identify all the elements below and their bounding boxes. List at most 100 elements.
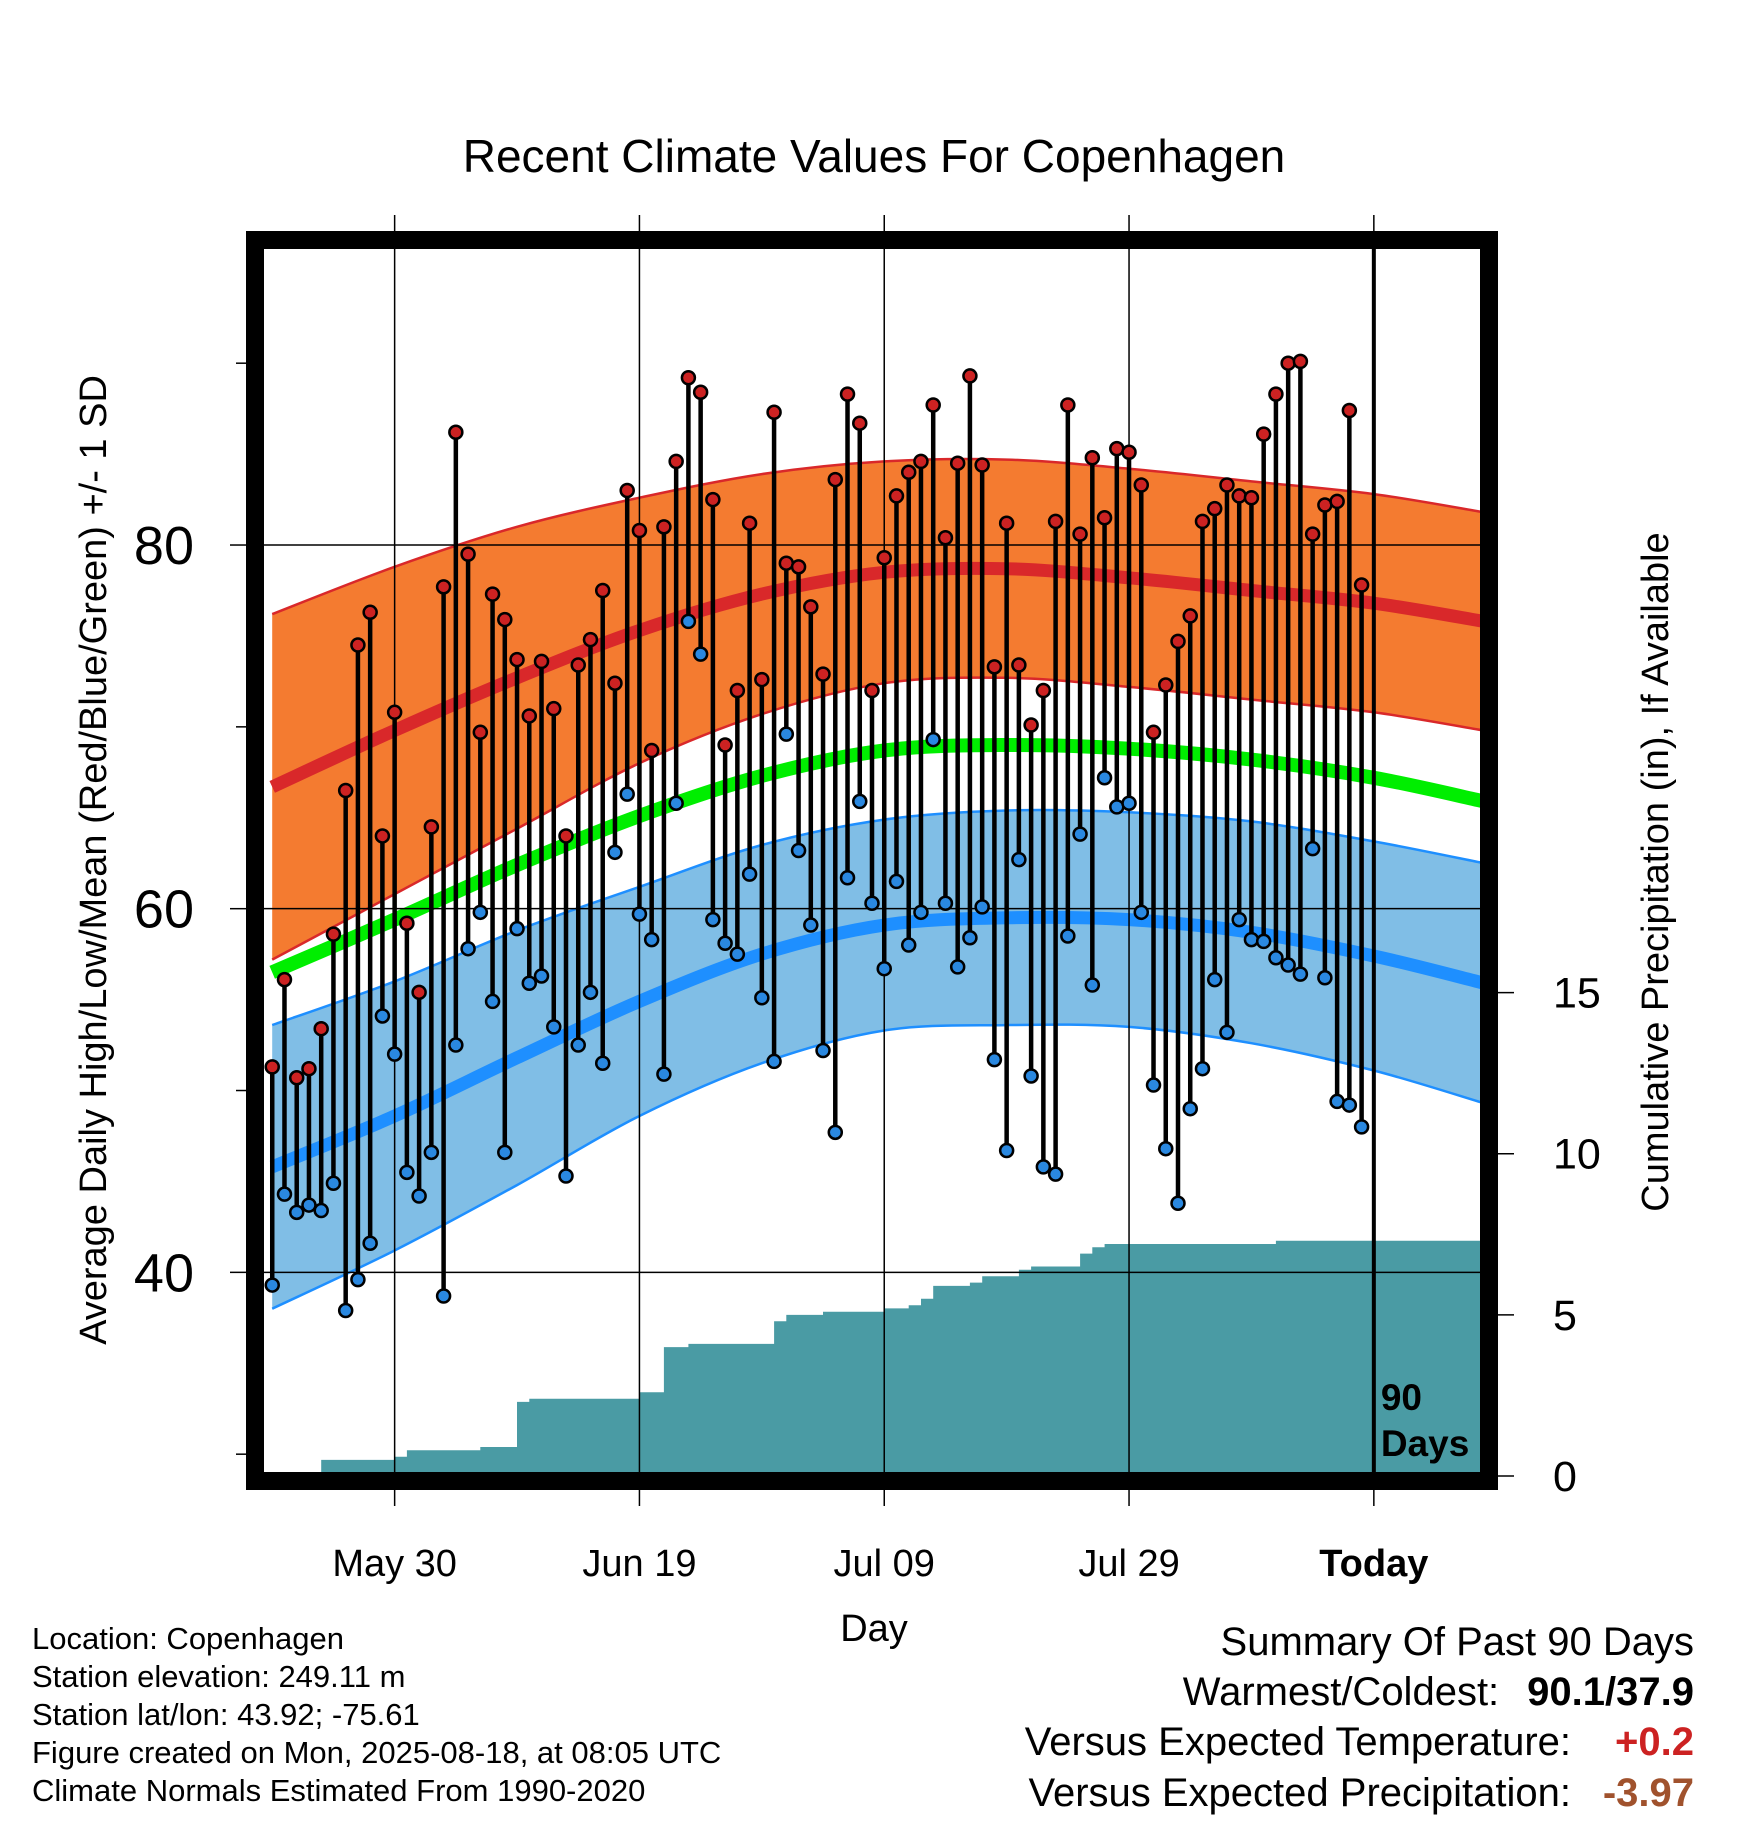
daily-high-point	[1072, 526, 1088, 542]
precip-area	[260, 1240, 1484, 1476]
daily-low-point	[350, 1271, 366, 1288]
daily-low-point	[1243, 931, 1260, 948]
daily-high-point	[1158, 677, 1174, 693]
daily-high-point	[1243, 489, 1260, 506]
warm-cold-label: Warmest/Coldest:	[1182, 1670, 1500, 1714]
daily-low-point	[729, 946, 746, 962]
plot-frame	[246, 231, 1498, 1490]
daily-high-point	[423, 819, 440, 835]
daily-low-point	[264, 1277, 280, 1293]
daily-low-point	[435, 1288, 452, 1304]
daily-high-point	[1280, 355, 1296, 371]
daily-low-point	[692, 646, 709, 662]
daily-low-point	[643, 931, 660, 948]
daily-high-point	[962, 368, 978, 384]
y-axis-label: Average Daily High/Low/Mean (Red/Blue/Gr…	[73, 375, 115, 1345]
x-tick-label: Today	[1319, 1543, 1428, 1585]
daily-high-point	[301, 1060, 317, 1077]
daily-low-point	[631, 906, 648, 922]
daily-low-point	[937, 895, 954, 911]
daily-high-point	[350, 637, 366, 653]
daily-high-point	[803, 599, 819, 615]
y-tick-label: 80	[134, 516, 194, 576]
daily-high-point	[374, 828, 391, 844]
daily-high-point	[276, 971, 293, 988]
daily-low-point	[1280, 957, 1296, 973]
daily-low-point	[484, 993, 501, 1010]
daily-low-point	[790, 842, 807, 859]
daily-low-point	[1317, 970, 1333, 986]
daily-low-point	[1341, 1097, 1358, 1113]
daily-low-point	[1035, 1159, 1052, 1175]
daily-high-point	[411, 984, 427, 1001]
daily-high-point	[1133, 477, 1150, 493]
station-info: Location: Copenhagen Station elevation: …	[32, 1620, 721, 1810]
daily-low-point	[974, 899, 990, 915]
daily-low-point	[1353, 1119, 1370, 1135]
daily-low-point	[1268, 950, 1284, 966]
daily-high-point	[680, 369, 697, 386]
daily-low-point	[288, 1204, 305, 1221]
daily-high-point	[986, 659, 1003, 675]
daily-high-point	[607, 675, 623, 691]
daily-low-point	[1133, 904, 1150, 921]
daily-high-point	[362, 604, 378, 621]
daily-low-point	[1292, 966, 1309, 982]
summary-warm-cold: Warmest/Coldest: 90.1/37.9	[1183, 1670, 1694, 1715]
daily-low-point	[448, 1037, 464, 1053]
daily-high-point	[497, 611, 513, 628]
daily-high-point	[766, 404, 782, 421]
daily-low-point	[1304, 840, 1321, 857]
daily-low-point	[607, 844, 623, 861]
daily-high-point	[1096, 509, 1113, 526]
daily-low-point	[337, 1302, 354, 1319]
daily-high-point	[594, 582, 611, 599]
daily-high-point	[619, 482, 635, 499]
daily-low-point	[1206, 971, 1223, 988]
daily-high-point	[692, 384, 709, 401]
daily-high-point	[949, 455, 966, 471]
elevation-text: Station elevation: 249.11 m	[32, 1659, 406, 1694]
daily-high-point	[741, 515, 758, 531]
daily-high-point	[1206, 500, 1223, 517]
daily-high-point	[1182, 608, 1198, 624]
created-text: Figure created on Mon, 2025-08-18, at 08…	[32, 1735, 722, 1770]
daily-low-point	[362, 1235, 378, 1252]
daily-low-point	[668, 795, 684, 811]
daily-high-point	[386, 704, 403, 721]
y2-tick-label: 10	[1553, 1131, 1601, 1179]
daily-high-point	[852, 415, 868, 431]
temp-anomaly-value: +0.2	[1615, 1720, 1694, 1764]
daily-high-point	[1047, 513, 1064, 530]
daily-high-point	[533, 653, 550, 670]
daily-high-point	[900, 464, 917, 481]
daily-low-point	[705, 911, 721, 928]
daily-high-point	[729, 682, 746, 699]
daily-low-point	[717, 935, 733, 951]
daily-low-point	[962, 930, 978, 946]
daily-high-point	[337, 782, 354, 799]
daily-high-point	[435, 579, 452, 595]
daily-high-point	[937, 529, 954, 546]
daily-low-point	[276, 1186, 293, 1202]
daily-high-point	[998, 515, 1015, 531]
daily-high-point	[288, 1070, 305, 1086]
daily-high-point	[325, 926, 342, 942]
daily-high-point	[1060, 397, 1076, 413]
daily-high-point	[1341, 402, 1358, 419]
daily-high-point	[264, 1059, 280, 1075]
precip-anomaly-label: Versus Expected Precipitation:	[1028, 1771, 1571, 1815]
daily-low-point	[509, 920, 525, 937]
daily-high-point	[913, 453, 929, 470]
daily-high-point	[399, 915, 415, 931]
daily-high-point	[1255, 426, 1272, 442]
daily-low-point	[374, 1008, 391, 1024]
daily-high-point	[448, 424, 464, 441]
daily-high-point	[509, 651, 525, 668]
y2-axis-label: Cumulative Precipitation (in), If Availa…	[1635, 532, 1677, 1211]
daily-low-point	[582, 984, 599, 1001]
y2-tick-label: 5	[1553, 1292, 1577, 1340]
daily-low-point	[1194, 1060, 1211, 1077]
daily-high-point	[631, 522, 648, 539]
